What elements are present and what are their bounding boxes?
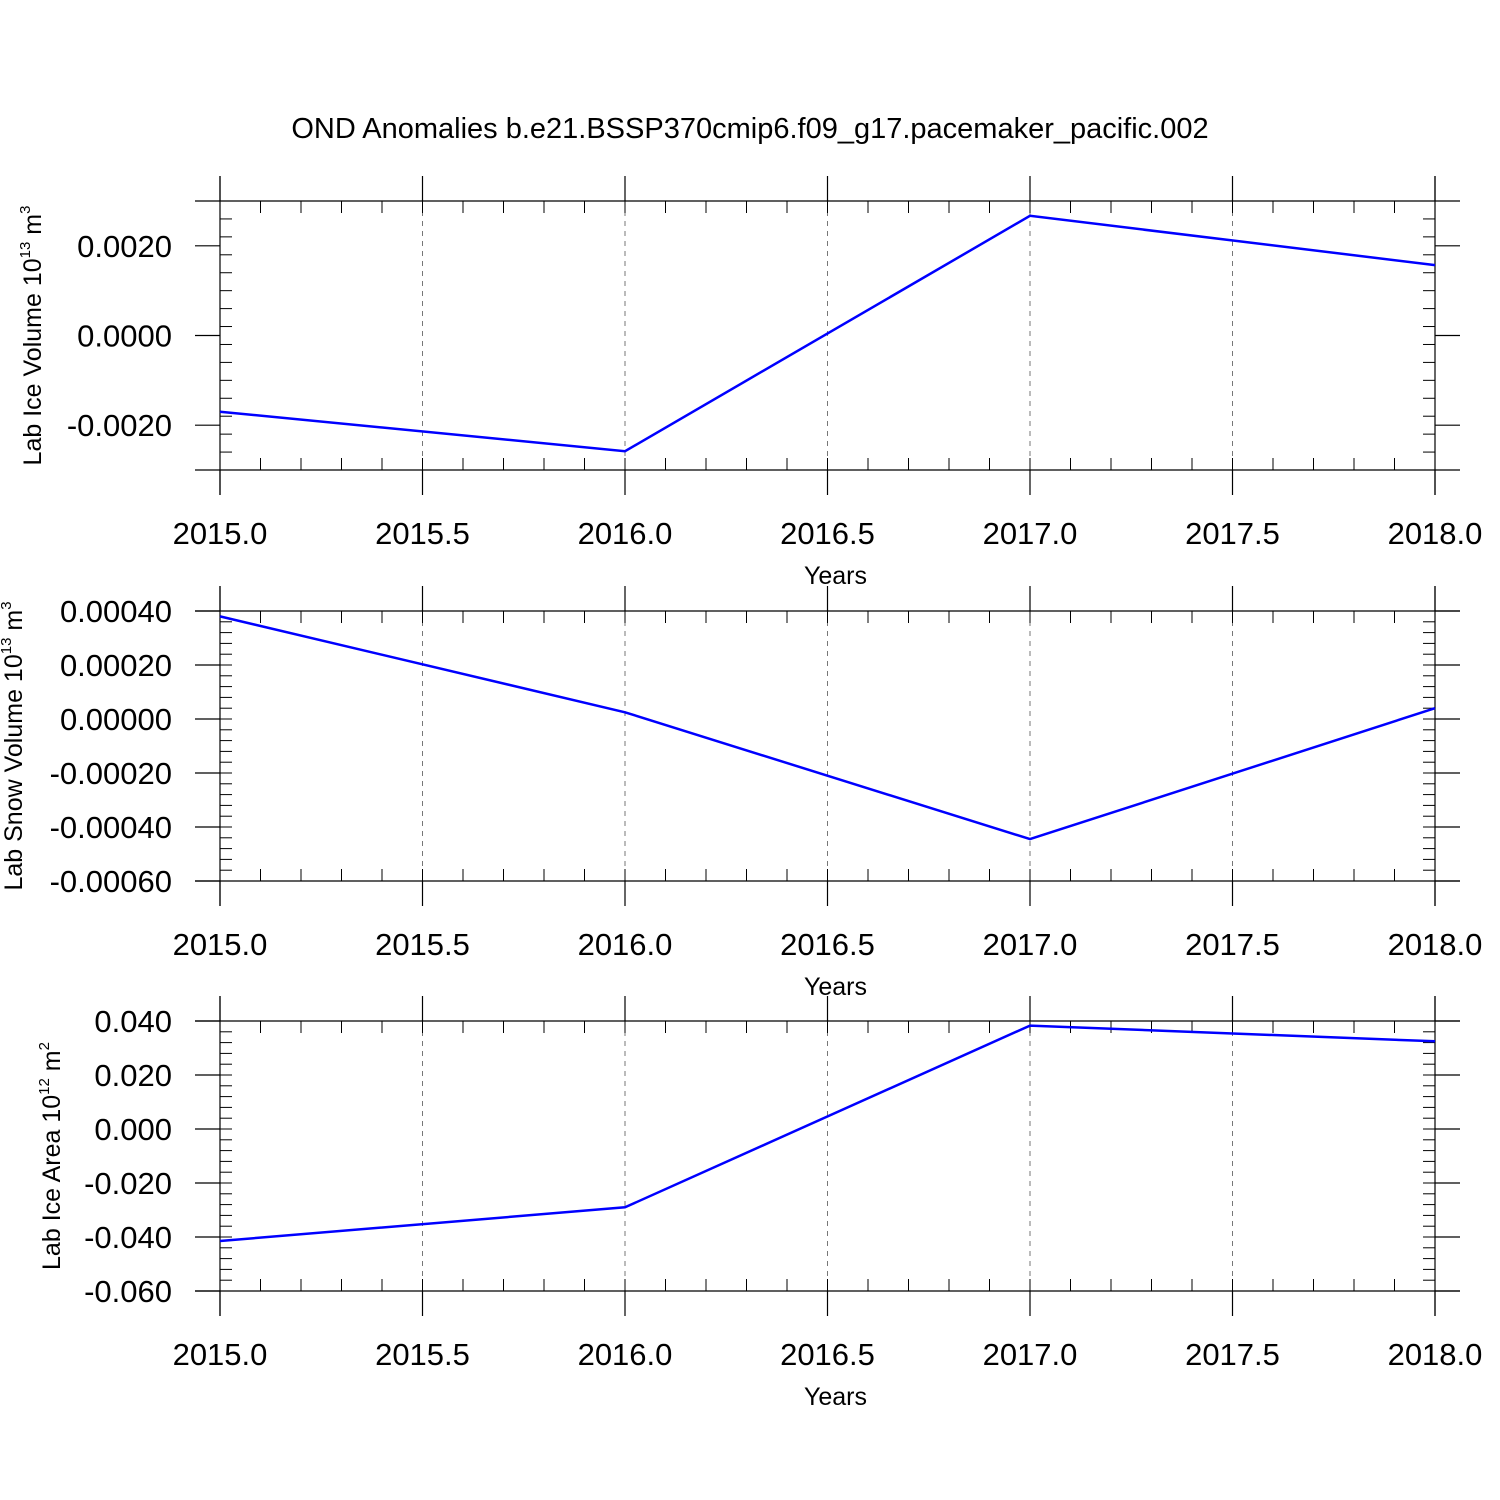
x-tick-label: 2016.0	[578, 927, 673, 962]
x-tick-label: 2016.5	[780, 1337, 875, 1372]
x-tick-label: 2017.0	[983, 1337, 1078, 1372]
x-tick-label: 2016.5	[780, 516, 875, 551]
chart-panel-1: 2015.0 2015.5 2016.0 2016.5 2017.0 2017.5 2018…	[17, 176, 1482, 590]
y-tick-label: 0.0000	[77, 319, 172, 354]
chart-panel-3: 2015.0 2015.5 2016.0 2016.5 2017.0 2017.5 2018…	[36, 996, 1482, 1411]
y-tick-label: -0.00020	[50, 756, 172, 791]
x-tick-label: 2018.0	[1388, 516, 1483, 551]
y-tick-label: 0.040	[94, 1004, 172, 1039]
y-tick-label: 0.000	[94, 1112, 172, 1147]
series-line	[219, 214, 1436, 453]
x-axis-label: Years	[804, 562, 867, 590]
y-tick-label: -0.020	[84, 1166, 172, 1201]
y-tick-label: -0.060	[84, 1274, 172, 1309]
chart-panel-2: 2015.0 2015.5 2016.0 2016.5 2017.0 2017.5 2018…	[0, 586, 1482, 1001]
x-tick-label: 2015.0	[173, 516, 268, 551]
y-tick-label: 0.020	[94, 1058, 172, 1093]
y-axis-label: Lab Ice Area 1012 m2	[36, 1042, 66, 1270]
y-tick-label: 0.0020	[77, 229, 172, 264]
series-line	[219, 615, 1436, 841]
x-tick-label: 2016.0	[578, 516, 673, 551]
x-tick-label: 2018.0	[1388, 1337, 1483, 1372]
x-tick-label: 2017.0	[983, 927, 1078, 962]
x-tick-label: 2015.5	[375, 927, 470, 962]
y-tick-label: -0.00060	[50, 864, 172, 899]
x-tick-label: 2017.5	[1185, 1337, 1280, 1372]
x-tick-label: 2015.5	[375, 1337, 470, 1372]
y-tick-label: 0.00020	[60, 648, 172, 683]
x-tick-label: 2016.5	[780, 927, 875, 962]
panels: 2015.0 2015.5 2016.0 2016.5 2017.0 2017.5 2018…	[0, 176, 1482, 1411]
y-tick-label: 0.00000	[60, 702, 172, 737]
series-line	[219, 1024, 1436, 1243]
y-tick-label: -0.00040	[50, 810, 172, 845]
x-axis-label: Years	[804, 1383, 867, 1411]
x-tick-label: 2015.0	[173, 1337, 268, 1372]
x-tick-label: 2018.0	[1388, 927, 1483, 962]
x-tick-label: 2015.0	[173, 927, 268, 962]
y-axis-label: Lab Ice Volume 1013 m3	[17, 206, 47, 466]
x-tick-label: 2015.5	[375, 516, 470, 551]
x-axis-label: Years	[804, 973, 867, 1001]
x-tick-label: 2016.0	[578, 1337, 673, 1372]
x-tick-label: 2017.5	[1185, 927, 1280, 962]
y-tick-label: -0.040	[84, 1220, 172, 1255]
y-tick-label: 0.00040	[60, 594, 172, 629]
chart-title: OND Anomalies b.e21.BSSP370cmip6.f09_g17…	[291, 113, 1208, 145]
x-tick-label: 2017.5	[1185, 516, 1280, 551]
x-tick-label: 2017.0	[983, 516, 1078, 551]
y-tick-label: -0.0020	[67, 408, 172, 443]
y-axis-label: Lab Snow Volume 1013 m3	[0, 601, 28, 890]
